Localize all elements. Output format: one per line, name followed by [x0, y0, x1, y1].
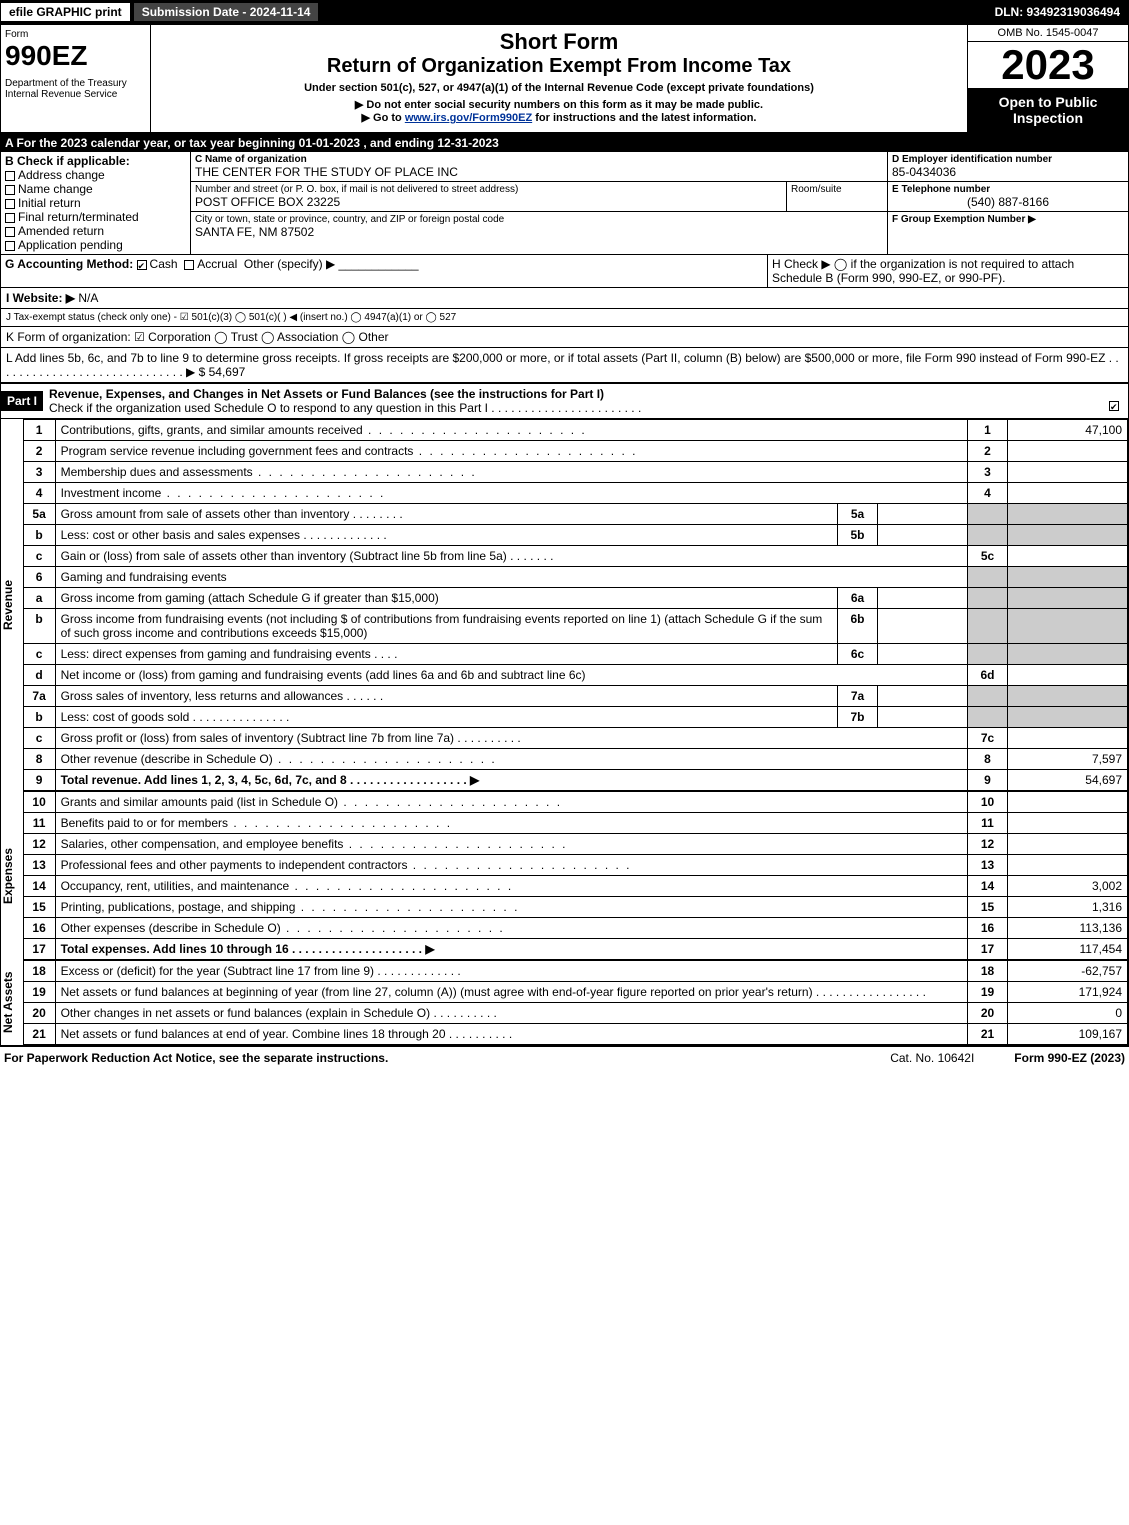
footer-cat: Cat. No. 10642I — [890, 1051, 974, 1065]
section-i: I Website: ▶ N/A — [1, 288, 1128, 309]
b-opt-initial[interactable]: Initial return — [5, 196, 186, 210]
section-g: G Accounting Method: Cash Accrual Other … — [1, 255, 768, 287]
section-c: C Name of organization THE CENTER FOR TH… — [191, 152, 888, 254]
b-opt-amended[interactable]: Amended return — [5, 224, 186, 238]
irs-link[interactable]: www.irs.gov/Form990EZ — [405, 112, 532, 124]
row-gh: G Accounting Method: Cash Accrual Other … — [1, 255, 1128, 288]
part1-title: Revenue, Expenses, and Changes in Net As… — [43, 384, 1128, 418]
title-short-form: Short Form — [155, 29, 963, 55]
phone-value: (540) 887-8166 — [892, 195, 1124, 209]
section-h: H Check ▶ ◯ if the organization is not r… — [768, 255, 1128, 287]
section-l: L Add lines 5b, 6c, and 7b to line 9 to … — [1, 348, 1128, 383]
form-number: 990EZ — [5, 40, 146, 72]
c-name-label: C Name of organization — [195, 154, 883, 165]
header-middle: Short Form Return of Organization Exempt… — [151, 25, 968, 132]
part1-label: Part I — [1, 391, 43, 411]
revenue-vlabel: Revenue — [1, 419, 23, 791]
revenue-block: Revenue 1Contributions, gifts, grants, a… — [1, 419, 1128, 791]
section-a: A For the 2023 calendar year, or tax yea… — [1, 134, 1128, 152]
header-right: OMB No. 1545-0047 2023 Open to Public In… — [968, 25, 1128, 132]
org-name: THE CENTER FOR THE STUDY OF PLACE INC — [195, 165, 883, 179]
page-footer: For Paperwork Reduction Act Notice, see … — [0, 1046, 1129, 1069]
b-opt-pending[interactable]: Application pending — [5, 238, 186, 252]
open-inspection: Open to Public Inspection — [968, 88, 1128, 132]
part1-header: Part I Revenue, Expenses, and Changes in… — [1, 383, 1128, 419]
expenses-block: Expenses 10Grants and similar amounts pa… — [1, 791, 1128, 960]
org-street: POST OFFICE BOX 23225 — [195, 195, 782, 209]
d-label: D Employer identification number — [892, 154, 1124, 165]
c-street-label: Number and street (or P. O. box, if mail… — [195, 184, 782, 195]
e-label: E Telephone number — [892, 184, 1124, 195]
form-header: Form 990EZ Department of the Treasury In… — [1, 25, 1128, 134]
c-city-label: City or town, state or province, country… — [195, 214, 883, 225]
form-container: Form 990EZ Department of the Treasury In… — [0, 24, 1129, 1046]
g-cash-check[interactable] — [137, 260, 147, 270]
section-b-row: B Check if applicable: Address change Na… — [1, 152, 1128, 255]
title-return: Return of Organization Exempt From Incom… — [155, 55, 963, 78]
b-label: B Check if applicable: — [5, 154, 186, 168]
b-opt-address[interactable]: Address change — [5, 168, 186, 182]
goto-text: ▶ Go to www.irs.gov/Form990EZ for instru… — [155, 111, 963, 124]
section-k: K Form of organization: ☑ Corporation ◯ … — [1, 327, 1128, 348]
subtitle: Under section 501(c), 527, or 4947(a)(1)… — [155, 82, 963, 94]
netassets-block: Net Assets 18Excess or (deficit) for the… — [1, 960, 1128, 1045]
part1-check[interactable] — [1109, 401, 1119, 411]
footer-form: Form 990-EZ (2023) — [1014, 1051, 1125, 1065]
b-opt-name[interactable]: Name change — [5, 182, 186, 196]
warn-text: ▶ Do not enter social security numbers o… — [155, 98, 963, 111]
form-word: Form — [5, 29, 146, 40]
ein-value: 85-0434036 — [892, 165, 1124, 179]
expenses-vlabel: Expenses — [1, 791, 23, 960]
section-j: J Tax-exempt status (check only one) - ☑… — [1, 309, 1128, 327]
tax-year: 2023 — [968, 42, 1128, 88]
submission-date: Submission Date - 2024-11-14 — [134, 3, 319, 21]
header-left: Form 990EZ Department of the Treasury In… — [1, 25, 151, 132]
g-accrual-check[interactable] — [184, 260, 194, 270]
section-b: B Check if applicable: Address change Na… — [1, 152, 191, 254]
section-def: D Employer identification number 85-0434… — [888, 152, 1128, 254]
f-label: F Group Exemption Number ▶ — [892, 214, 1124, 225]
website-value: N/A — [78, 291, 98, 305]
room-label: Room/suite — [791, 184, 883, 195]
omb-number: OMB No. 1545-0047 — [968, 25, 1128, 42]
dln-label: DLN: 93492319036494 — [987, 3, 1128, 21]
top-bar: efile GRAPHIC print Submission Date - 20… — [0, 0, 1129, 24]
netassets-vlabel: Net Assets — [1, 960, 23, 1045]
efile-label: efile GRAPHIC print — [1, 3, 130, 21]
netassets-table: 18Excess or (deficit) for the year (Subt… — [23, 960, 1128, 1045]
expenses-table: 10Grants and similar amounts paid (list … — [23, 791, 1128, 960]
footer-left: For Paperwork Reduction Act Notice, see … — [4, 1051, 388, 1065]
b-opt-final[interactable]: Final return/terminated — [5, 210, 186, 224]
org-city: SANTA FE, NM 87502 — [195, 225, 883, 239]
dept-label: Department of the Treasury Internal Reve… — [5, 78, 146, 100]
revenue-table: 1Contributions, gifts, grants, and simil… — [23, 419, 1128, 791]
